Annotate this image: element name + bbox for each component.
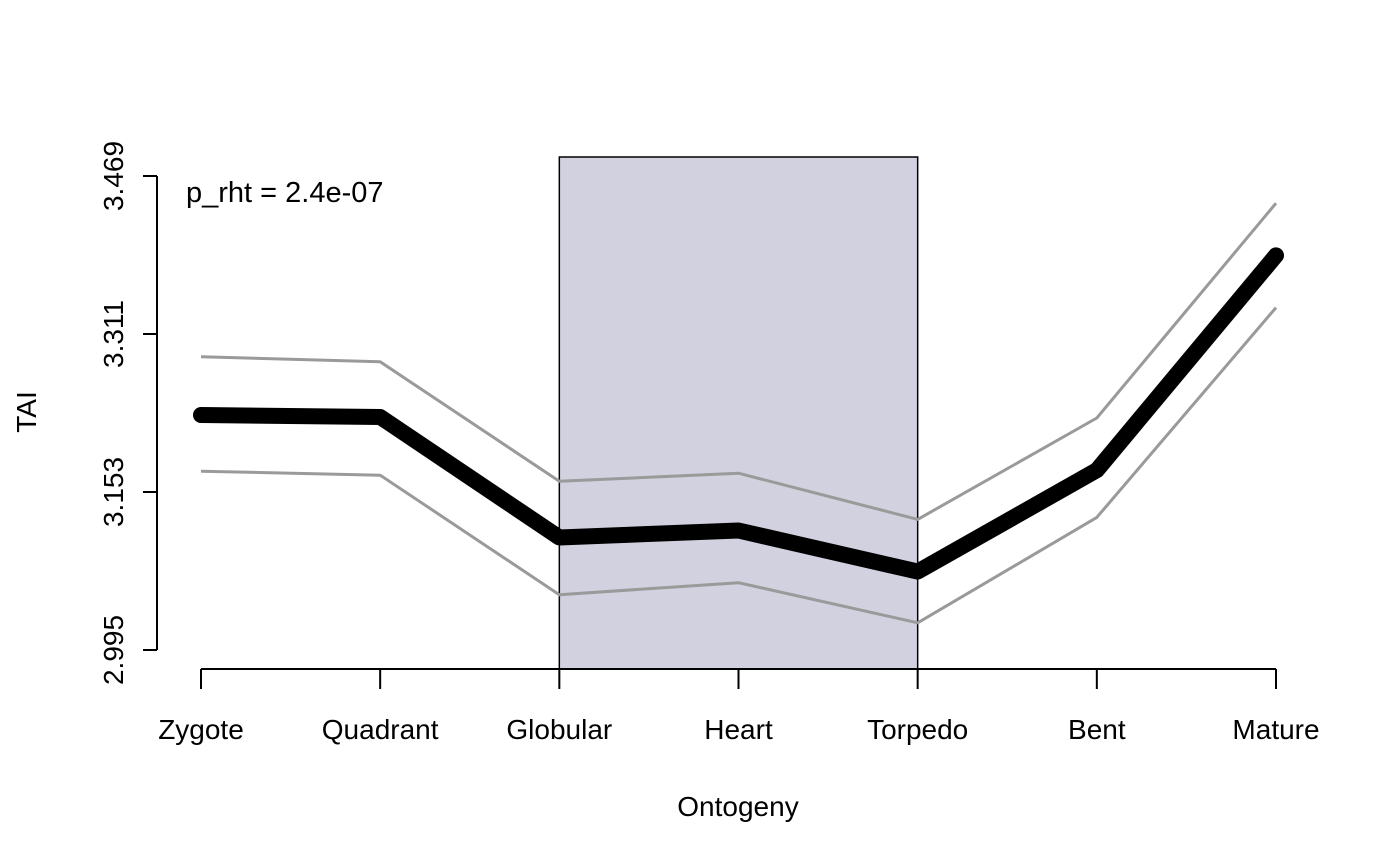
x-tick-label: Torpedo — [867, 714, 968, 745]
y-axis-title: TAI — [11, 391, 42, 432]
x-tick-label: Quadrant — [322, 714, 439, 745]
y-axis: 2.995 3.153 3.311 3.469 — [98, 141, 158, 685]
y-tick-label: 3.311 — [98, 300, 129, 368]
y-tick-label: 3.153 — [98, 457, 129, 527]
series-line-mean-tai — [193, 247, 1284, 580]
series-line-lower-sd — [200, 306, 1278, 625]
x-axis-title: Ontogeny — [677, 791, 798, 822]
x-tick-label: Bent — [1068, 714, 1126, 745]
x-tick-label: Mature — [1232, 714, 1319, 745]
x-tick-label: Heart — [704, 714, 773, 745]
x-axis: Zygote Quadrant Globular Heart Torpedo Bent Ma… — [158, 668, 1320, 745]
x-tick-label: Zygote — [158, 714, 244, 745]
y-tick-label: 3.469 — [98, 141, 129, 211]
p-value-annotation: p_rht = 2.4e-07 — [186, 177, 384, 209]
x-tick-label: Globular — [506, 714, 612, 745]
y-tick-label: 2.995 — [98, 615, 129, 685]
series-line-upper-sd — [200, 202, 1278, 521]
